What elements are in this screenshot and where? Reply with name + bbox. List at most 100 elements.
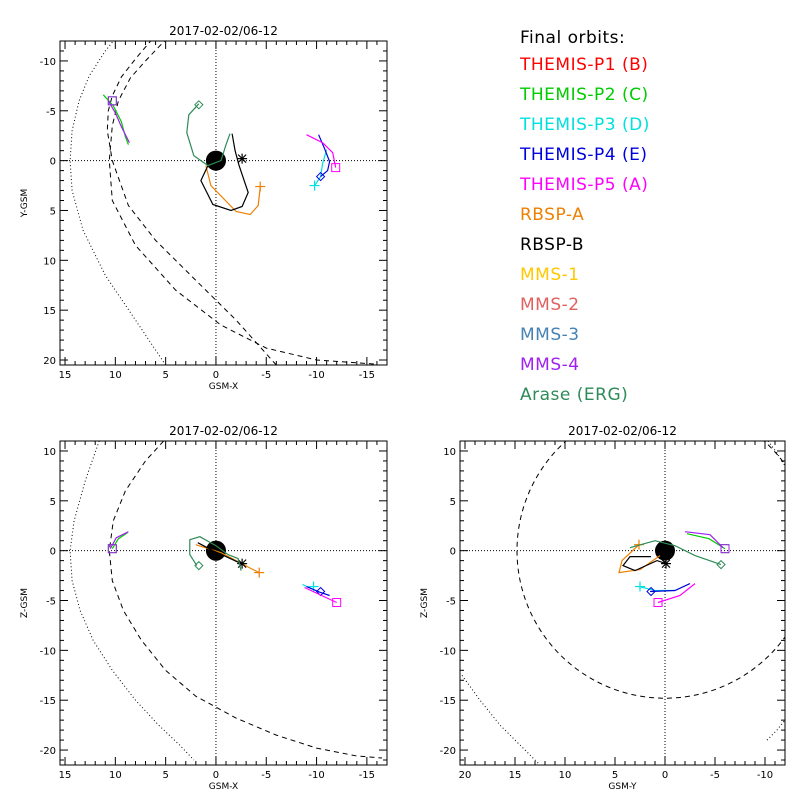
y-tick-label: -15 bbox=[40, 696, 56, 707]
y-tick-label: 5 bbox=[450, 497, 456, 508]
panel-title: 2017-02-02/06-12 bbox=[568, 424, 677, 438]
marker-themis-p4-e- bbox=[315, 171, 326, 182]
y-axis-label: Y-GSM bbox=[20, 189, 30, 218]
orbit-rbsp-a bbox=[205, 165, 261, 216]
orbit-rbsp-b bbox=[622, 555, 667, 572]
orbit-themis-p2-c- bbox=[102, 94, 129, 145]
legend-item-arase-erg-: Arase (ERG) bbox=[520, 385, 629, 405]
y-tick-label: 20 bbox=[43, 356, 56, 367]
x-tick-label: 0 bbox=[213, 770, 219, 781]
axes-frame bbox=[59, 440, 388, 766]
panel-2: 2017-02-02/06-12 15 10 5 0 -5 -10 -15 10 5 0 -5 -10 -… bbox=[20, 424, 388, 792]
legend-item-themis-p1-b-: THEMIS-P1 (B) bbox=[520, 55, 649, 75]
outer-boundary-dotted bbox=[69, 41, 167, 365]
orbit-arase-erg- bbox=[189, 536, 242, 571]
orbit-mms-4 bbox=[107, 100, 130, 143]
axes-frame bbox=[459, 440, 786, 766]
orbit-themis-p3-d- bbox=[638, 586, 675, 592]
y-tick-label: 0 bbox=[450, 547, 456, 558]
outer-boundary-dotted bbox=[766, 719, 785, 741]
x-tick-label: 10 bbox=[109, 770, 122, 781]
x-tick-label: 15 bbox=[509, 770, 522, 781]
marker-arase-erg- bbox=[716, 559, 726, 570]
marker-rbsp-a bbox=[254, 567, 265, 578]
legend-item-themis-p4-e-: THEMIS-P4 (E) bbox=[520, 145, 648, 165]
legend-item-themis-p2-c-: THEMIS-P2 (C) bbox=[520, 85, 649, 105]
y-tick-label: -10 bbox=[40, 57, 56, 68]
x-tick-label: -5 bbox=[261, 770, 271, 781]
x-tick-label: -10 bbox=[308, 370, 324, 381]
legend-item-rbsp-b: RBSP-B bbox=[520, 235, 585, 255]
x-tick-label: -5 bbox=[261, 370, 271, 381]
orbit-themis-p4-e- bbox=[306, 586, 330, 597]
axes-frame bbox=[59, 40, 388, 366]
legend-item-mms-2: MMS-2 bbox=[520, 295, 580, 315]
marker-mms-4 bbox=[107, 96, 117, 106]
marker-themis-p4-e- bbox=[646, 586, 656, 597]
legend-item-mms-3: MMS-3 bbox=[520, 325, 580, 345]
x-axis-label: GSM-X bbox=[209, 782, 238, 792]
x-tick-label: 5 bbox=[162, 770, 168, 781]
legend-item-mms-4: MMS-4 bbox=[520, 355, 580, 375]
x-tick-label: 10 bbox=[559, 770, 572, 781]
x-tick-label: 20 bbox=[459, 770, 472, 781]
y-axis-label: Z-GSM bbox=[20, 588, 30, 618]
marker-themis-p3-d- bbox=[635, 581, 645, 592]
orbit-themis-p5-a- bbox=[304, 586, 337, 604]
y-tick-label: 0 bbox=[50, 157, 56, 168]
x-tick-label: 0 bbox=[662, 770, 668, 781]
y-tick-label: -10 bbox=[440, 646, 456, 657]
orbit-mms-4 bbox=[684, 531, 724, 549]
x-tick-label: 0 bbox=[213, 370, 219, 381]
y-tick-label: 10 bbox=[443, 447, 456, 458]
outer-boundary-dotted bbox=[461, 675, 541, 765]
x-tick-label: 10 bbox=[109, 370, 122, 381]
marker-themis-p3-d- bbox=[309, 180, 320, 191]
legend-item-rbsp-a: RBSP-A bbox=[520, 205, 585, 225]
y-tick-label: -20 bbox=[40, 746, 56, 757]
y-tick-label: 5 bbox=[50, 206, 56, 217]
orbit-themis-p3-d- bbox=[314, 149, 328, 186]
orbit-rbsp-a bbox=[195, 544, 260, 574]
x-tick-label: -15 bbox=[359, 370, 375, 381]
x-tick-label: -10 bbox=[308, 770, 324, 781]
earth bbox=[205, 150, 227, 171]
x-tick-label: -5 bbox=[710, 770, 720, 781]
outer-boundary-dotted bbox=[767, 441, 785, 467]
magnetopause-dashed bbox=[108, 441, 383, 759]
x-tick-label: 5 bbox=[162, 370, 168, 381]
marker-mms-4 bbox=[107, 544, 117, 554]
plot-area bbox=[460, 441, 785, 765]
y-tick-label: -5 bbox=[46, 597, 56, 608]
y-axis-label: Z-GSM bbox=[420, 588, 430, 618]
orbit-themis-p5-a- bbox=[306, 134, 337, 168]
x-tick-label: 15 bbox=[59, 370, 72, 381]
orbit-rbsp-b bbox=[197, 542, 242, 565]
panel-3: 2017-02-02/06-12 20 15 10 5 0 -5 -10 10 5 0 -5 -10 -1… bbox=[420, 424, 786, 792]
panel-title: 2017-02-02/06-12 bbox=[169, 424, 278, 438]
x-axis-label: GSM-Y bbox=[608, 782, 637, 792]
marker-mms-4 bbox=[720, 544, 730, 554]
y-tick-label: 0 bbox=[50, 547, 56, 558]
y-tick-label: 10 bbox=[43, 256, 56, 267]
marker-themis-p5-a- bbox=[332, 598, 342, 608]
marker-arase-erg- bbox=[194, 100, 204, 110]
legend-item-mms-1: MMS-1 bbox=[520, 265, 580, 285]
plot-area bbox=[60, 441, 387, 765]
y-tick-label: -10 bbox=[40, 646, 56, 657]
y-tick-label: -15 bbox=[440, 696, 456, 707]
orbit-rbsp-b bbox=[200, 133, 249, 212]
orbit-arase-erg- bbox=[629, 540, 722, 566]
y-tick-label: -20 bbox=[440, 746, 456, 757]
panel-1: 2017-02-02/06-12 15 10 5 0 -5 -10 -15 -10 -5 0 5 10 1… bbox=[20, 24, 388, 392]
legend-item-themis-p5-a-: THEMIS-P5 (A) bbox=[520, 175, 649, 195]
marker-themis-p5-a- bbox=[653, 598, 663, 608]
x-axis-label: GSM-X bbox=[209, 382, 238, 392]
marker-arase-erg- bbox=[194, 560, 204, 571]
orbit-themis-p2-c- bbox=[686, 533, 726, 550]
orbit-arase-erg- bbox=[186, 103, 231, 167]
legend-item-themis-p3-d-: THEMIS-P3 (D) bbox=[520, 115, 650, 135]
bow-shock-dashed bbox=[108, 41, 374, 365]
x-tick-label: -15 bbox=[359, 770, 375, 781]
